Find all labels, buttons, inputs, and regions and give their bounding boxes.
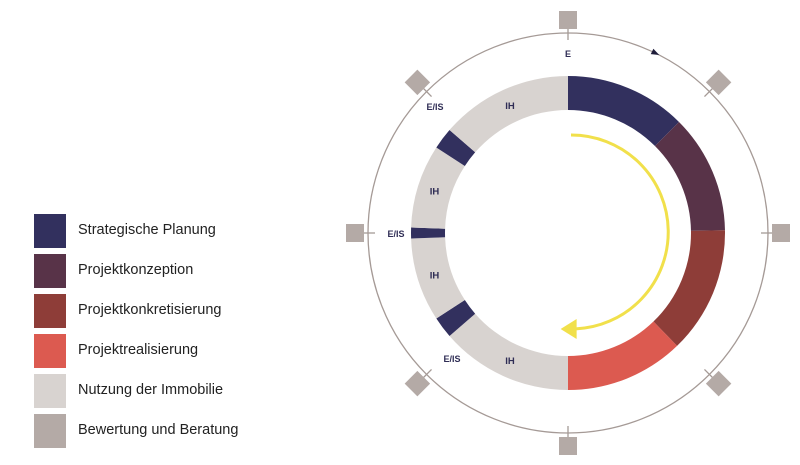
cycle-arrow — [560, 133, 670, 339]
outer-labels: E/IS E/IS E/IS — [387, 102, 460, 364]
ring-segment — [449, 76, 568, 153]
outer-markers — [346, 11, 790, 455]
ring-segment — [568, 321, 678, 390]
segment-label: IH — [430, 271, 440, 282]
legend-label: Strategische Planung — [78, 222, 216, 238]
marker-square — [705, 370, 732, 397]
marker-square — [404, 370, 431, 397]
ring-segment — [411, 147, 465, 229]
legend-swatch — [34, 214, 66, 248]
marker-square — [772, 224, 790, 242]
ring-segment — [436, 299, 476, 337]
ring-segment — [653, 230, 725, 346]
legend-label: Projektkonkretisierung — [78, 302, 222, 318]
legend-swatch — [34, 374, 66, 408]
ring-segment — [449, 313, 568, 390]
outer-label: E/IS — [426, 102, 443, 112]
marker-square — [346, 224, 364, 242]
marker-square — [559, 11, 577, 29]
legend-label: Bewertung und Beratung — [78, 422, 239, 438]
outer-label: E/IS — [443, 354, 460, 364]
ring-segment — [568, 76, 680, 147]
segment-label: IH — [505, 101, 515, 112]
segment-label: IH — [430, 186, 440, 197]
marker-square — [705, 69, 732, 96]
cycle-arrow-head — [560, 318, 577, 339]
segment-label: IH — [505, 356, 515, 367]
marker-square — [559, 437, 577, 455]
ring-segments: IH IH IH IH — [411, 76, 725, 390]
legend-swatch — [34, 334, 66, 368]
ring-segment — [436, 129, 476, 167]
ring-segment — [654, 121, 725, 231]
top-marker-label: E — [565, 49, 571, 59]
ring-segment — [411, 237, 465, 319]
legend-label: Nutzung der Immobilie — [78, 382, 224, 398]
outer-label: E/IS — [387, 229, 404, 239]
marker-square — [404, 69, 431, 96]
direction-pointer — [650, 48, 660, 55]
cycle-arrow-arc — [570, 133, 670, 331]
legend-swatch — [34, 414, 66, 448]
legend-label: Projektrealisierung — [78, 342, 199, 358]
legend-swatch — [34, 254, 66, 288]
legend-label: Projektkonzeption — [78, 262, 194, 278]
legend-swatch — [34, 294, 66, 328]
ring-segment — [411, 227, 446, 239]
